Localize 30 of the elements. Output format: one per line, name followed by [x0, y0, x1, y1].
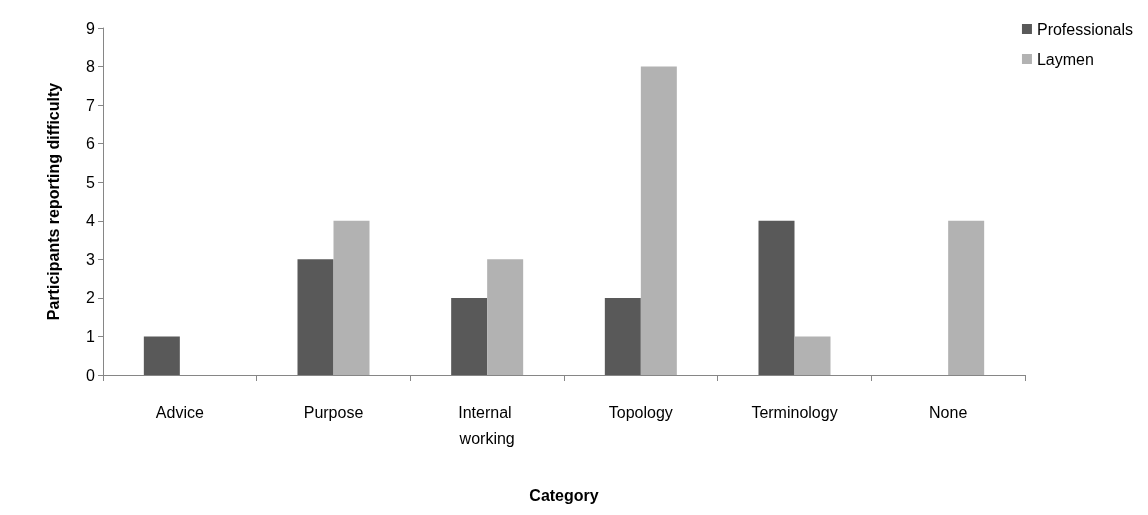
y-tick-label: 1: [86, 327, 96, 345]
x-tick-label: Topology: [608, 403, 673, 421]
y-tick-label: 4: [86, 212, 96, 230]
x-axis-title: Category: [529, 486, 599, 504]
y-tick-label: 6: [86, 135, 96, 153]
y-tick-label: 8: [86, 58, 96, 76]
x-tick-label: Terminology: [751, 403, 838, 421]
y-axis-title: Participants reporting difficulty: [44, 82, 62, 321]
bar: [604, 297, 641, 375]
bar: [640, 66, 677, 375]
bar: [451, 297, 488, 375]
x-tick-label: Internal working: [458, 403, 517, 447]
legend-label: Professionals: [1036, 20, 1133, 38]
y-tick-label: 9: [86, 19, 96, 37]
x-tick-label: Purpose: [303, 403, 364, 421]
x-tick-label: None: [929, 403, 968, 421]
y-tick-label: 5: [86, 173, 96, 191]
legend-label: Laymen: [1036, 50, 1094, 68]
bar: [758, 220, 795, 375]
bar: [143, 336, 180, 375]
bar: [794, 336, 831, 375]
bar: [297, 259, 334, 375]
bar: [333, 220, 370, 375]
y-tick-label: 3: [86, 250, 96, 268]
y-tick-label: 7: [86, 96, 96, 114]
bar: [948, 220, 985, 375]
bar: [487, 259, 524, 375]
y-tick-label: 0: [86, 366, 96, 384]
y-tick-label: 2: [86, 289, 96, 307]
x-tick-label: Advice: [155, 403, 204, 421]
